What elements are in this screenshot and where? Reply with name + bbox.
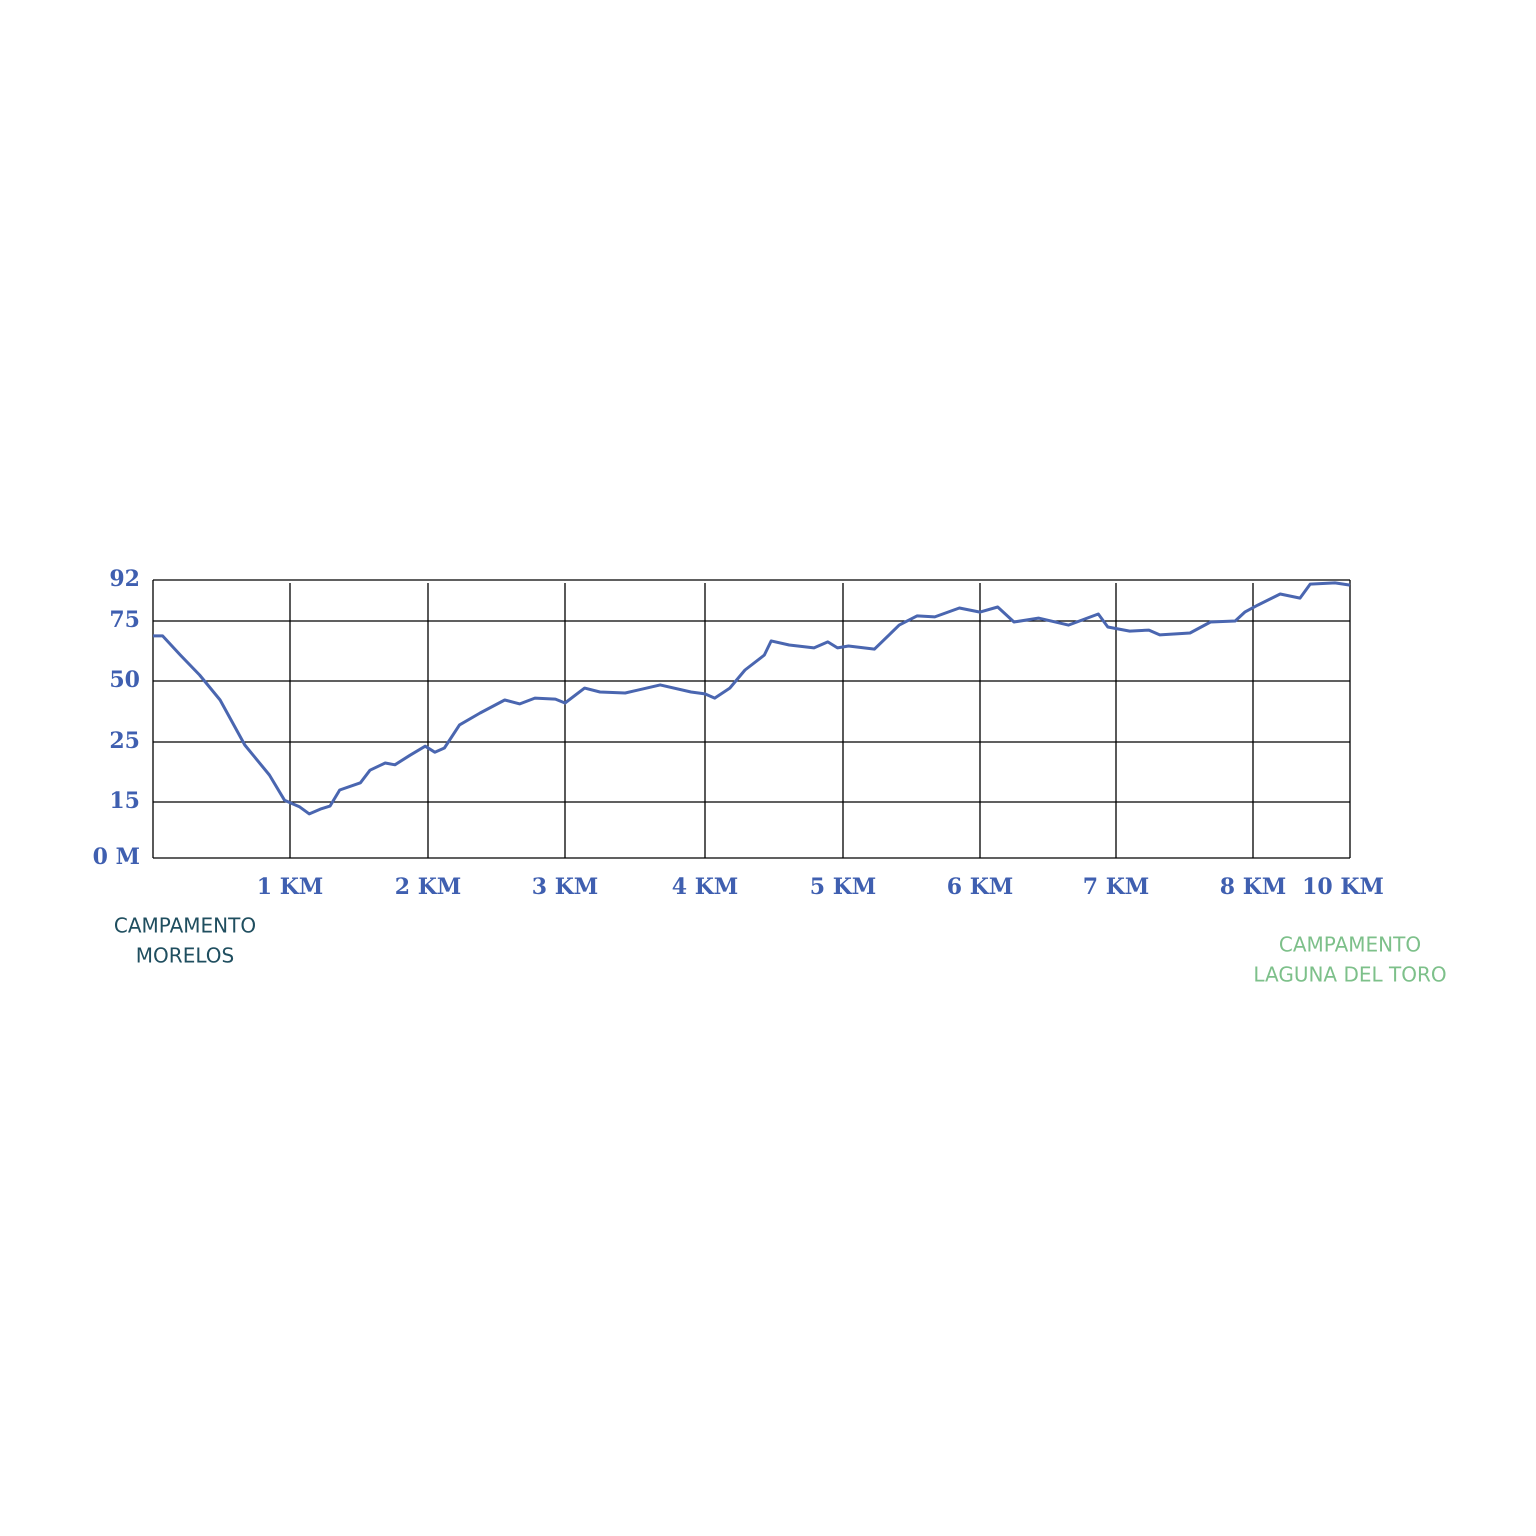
elevation-line: [153, 581, 1351, 816]
x-tick-label: 5 KM: [810, 874, 876, 900]
y-tick-label: 50: [109, 667, 140, 693]
place-label: CAMPAMENTO: [1279, 933, 1421, 957]
x-tick-label: 7 KM: [1083, 874, 1149, 900]
place-label: LAGUNA DEL TORO: [1253, 963, 1446, 987]
x-tick-label: 6 KM: [947, 874, 1013, 900]
place-label: CAMPAMENTO: [114, 914, 256, 938]
x-tick-label: 4 KM: [672, 874, 738, 900]
place-label: MORELOS: [136, 944, 234, 968]
x-tick-label: 3 KM: [532, 874, 598, 900]
y-tick-label: 92: [109, 566, 140, 592]
x-tick-label: 1 KM: [257, 874, 323, 900]
x-tick-label: 2 KM: [395, 874, 461, 900]
y-tick-label: 25: [109, 728, 140, 754]
y-tick-label: 15: [109, 788, 140, 814]
y-tick-label: 75: [109, 607, 140, 633]
x-tick-label: 8 KM: [1220, 874, 1286, 900]
x-tick-label: 10 KM: [1302, 874, 1384, 900]
y-tick-label: 0 M: [93, 844, 140, 870]
